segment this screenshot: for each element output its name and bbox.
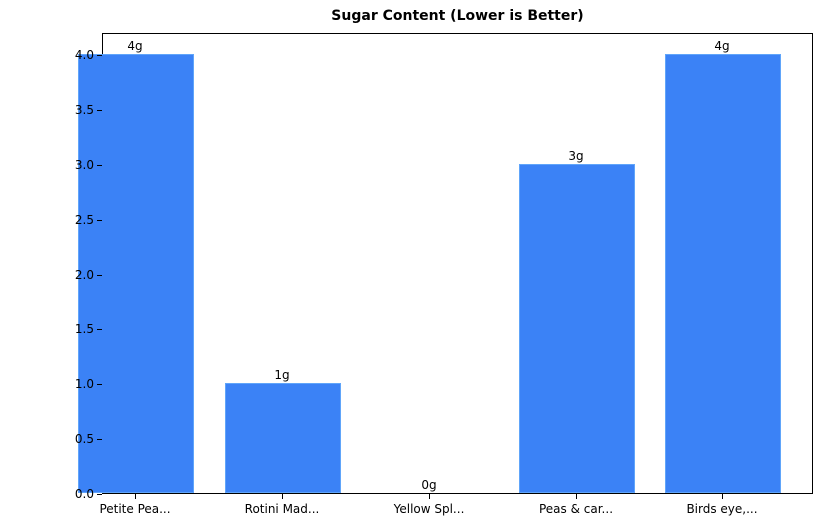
y-tick [97,384,102,386]
y-tick-label: 4.0 [74,48,94,62]
bar-value-label: 4g [127,39,143,53]
y-tick-label: 0.5 [74,432,94,447]
y-tick-label: 3.0 [74,157,94,172]
x-tick [576,494,577,499]
y-tick-label: 3.5 [74,102,94,117]
x-tick [135,494,136,499]
y-tick-label: 0.0 [74,487,94,501]
bar-value-label: 3g [568,148,584,163]
x-tick [722,494,723,499]
x-tick-label: Petite Pea... [99,502,171,516]
bar-value-label: 4g [714,39,730,53]
x-tick [429,494,430,499]
y-tick-label: 1.0 [74,377,94,392]
y-tick [97,329,102,331]
x-tick-label: Peas & car... [538,502,614,516]
y-tick-label: 2.5 [74,212,94,227]
y-tick [97,109,102,111]
x-tick [282,494,283,499]
plot-area [78,33,813,494]
y-tick [97,494,102,495]
y-tick [97,55,102,56]
bar-value-label: 0g [421,478,437,492]
bar [78,54,194,493]
y-tick-label: 2.0 [74,267,94,282]
chart-title: Sugar Content (Lower is Better) [331,8,584,24]
bar [665,54,781,493]
y-tick [97,219,102,221]
bar [519,163,635,493]
x-tick-label: Rotini Mad... [244,502,320,516]
y-tick [97,274,102,276]
bar-value-label: 1g [274,368,290,383]
y-tick [97,439,102,441]
bar [225,383,341,493]
y-tick [97,164,102,166]
y-tick-label: 1.5 [74,322,94,337]
x-tick-label: Birds eye,... [686,502,758,516]
x-tick-label: Yellow Spl... [393,502,465,516]
